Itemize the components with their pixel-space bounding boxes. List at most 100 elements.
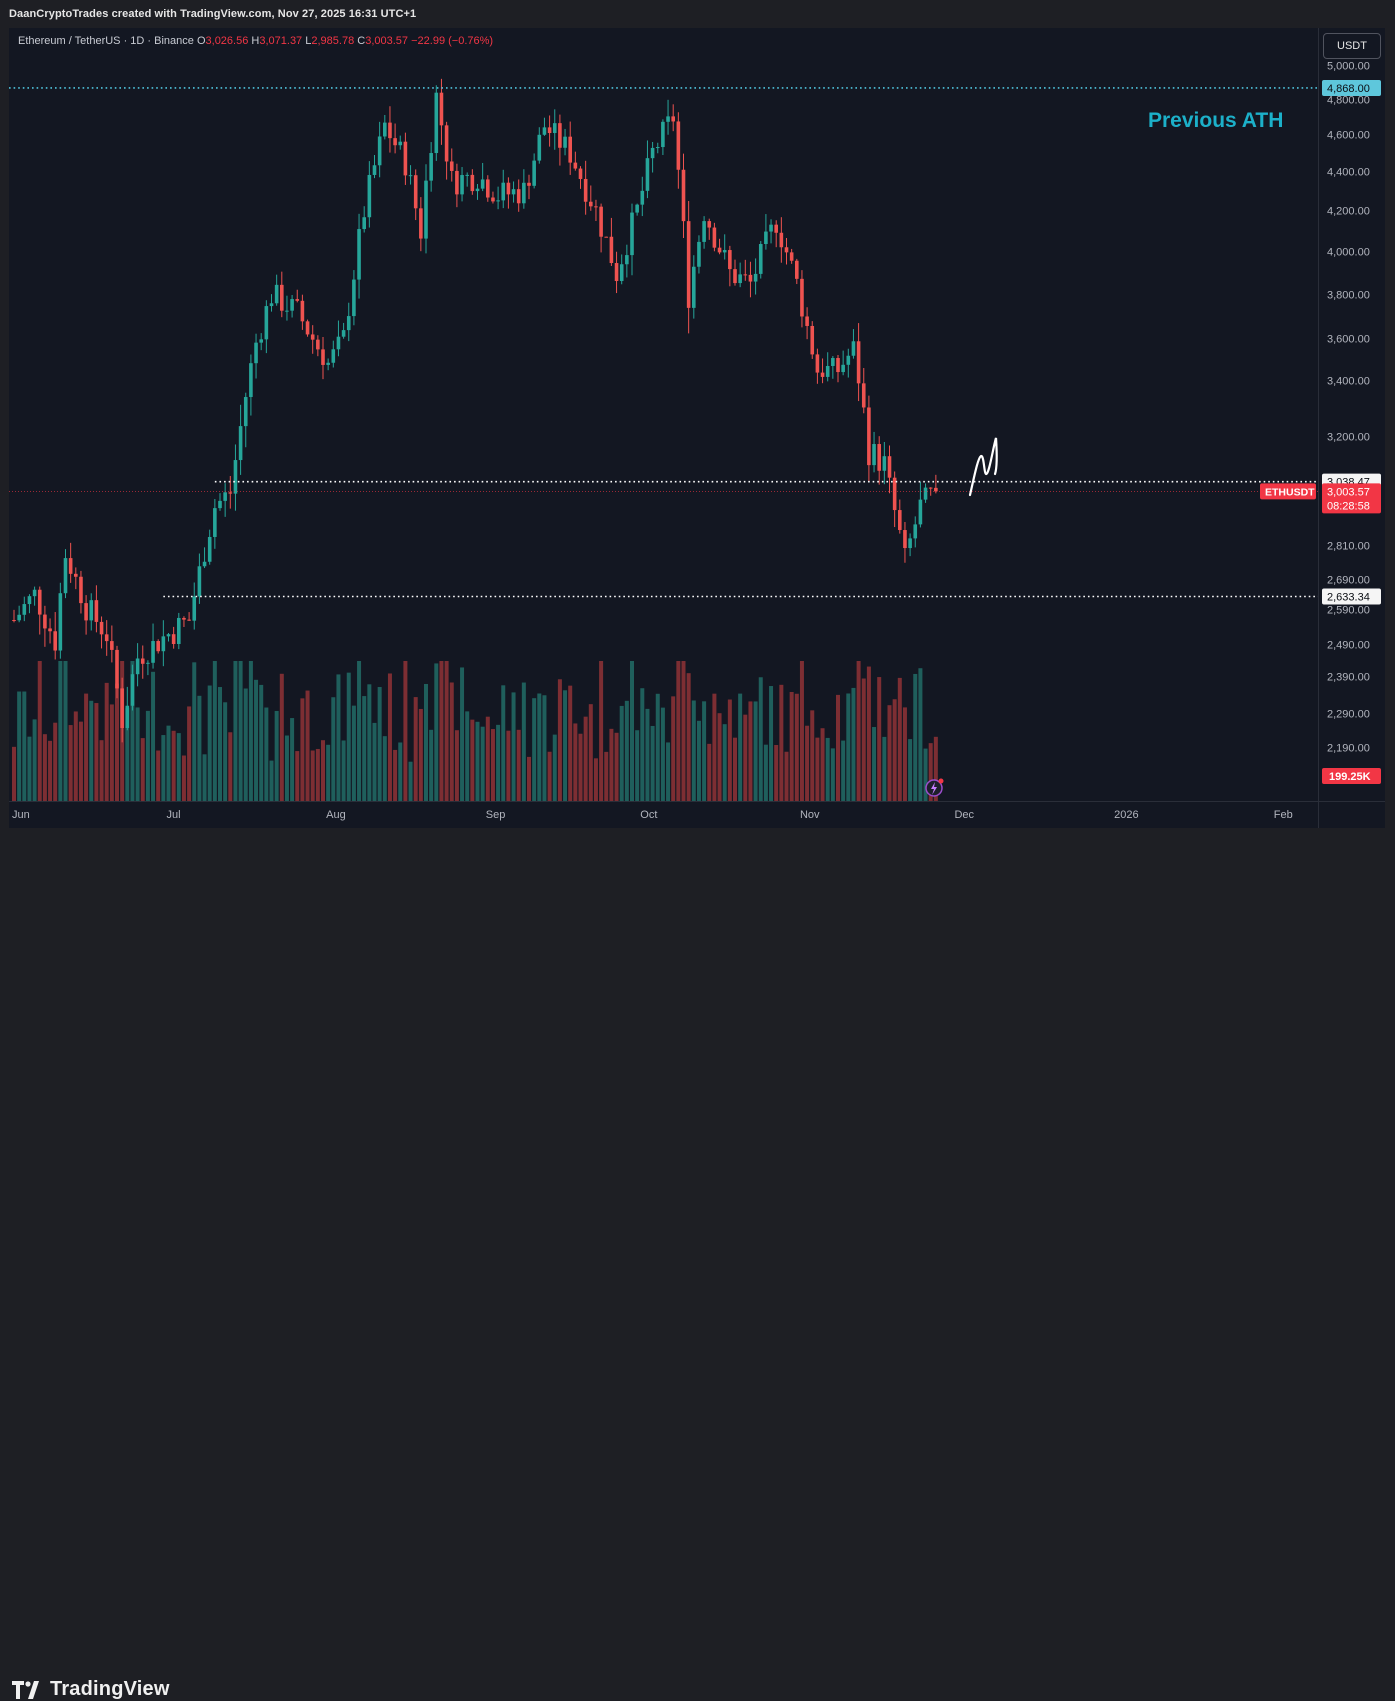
candle-body	[398, 141, 403, 146]
volume-tag-label: 199.25K	[1329, 771, 1371, 783]
candle-body	[444, 125, 449, 162]
volume-bar	[418, 708, 423, 801]
volume-bar	[738, 693, 743, 801]
candle-body	[748, 274, 753, 282]
candle-body	[506, 182, 511, 195]
volume-bar	[145, 710, 150, 801]
price-tick-label: 3,200.00	[1327, 432, 1370, 444]
candle-body	[769, 224, 773, 232]
volume-bar	[696, 720, 701, 801]
symbol-price-tag	[1260, 483, 1316, 500]
candle-body	[887, 456, 892, 478]
candle-body	[115, 649, 119, 689]
price-tick-label: 2,290.00	[1327, 709, 1370, 721]
candle-body	[27, 596, 32, 605]
volume-bar	[475, 721, 480, 801]
volume-bar	[866, 666, 871, 801]
volume-bar	[367, 684, 372, 801]
volume-bar	[897, 677, 902, 801]
volume-bar	[846, 693, 851, 801]
candle-body	[614, 263, 619, 282]
candle-body	[48, 628, 52, 632]
volume-bar	[53, 722, 58, 801]
close-value: 3,003.57	[365, 35, 409, 47]
volume-bar	[151, 671, 156, 801]
volume-bar	[290, 718, 295, 801]
candle-body	[367, 174, 372, 218]
hand-drawn-squiggle	[968, 437, 998, 497]
candle-body	[671, 116, 675, 122]
volume-bar	[315, 748, 320, 801]
volume-bar	[326, 744, 331, 801]
volume-bar	[171, 730, 176, 801]
volume-bar	[702, 701, 707, 801]
price-tick-label: 3,800.00	[1327, 290, 1370, 302]
volume-bar	[73, 711, 78, 801]
countdown-label: 08:28:58	[1327, 500, 1370, 512]
candle-body	[43, 614, 47, 629]
price-tick-label: 3,400.00	[1327, 376, 1370, 388]
volume-bar	[516, 729, 521, 801]
candle-body	[243, 397, 248, 427]
volume-bar	[321, 740, 325, 801]
volume-bar	[588, 704, 593, 801]
candle-body	[84, 603, 88, 621]
candle-body	[753, 273, 758, 282]
candle-body	[290, 299, 294, 311]
volume-bar	[887, 705, 892, 801]
volume-bar	[547, 751, 552, 801]
support-tag-label: 2,633.34	[1327, 591, 1370, 603]
candle-body	[17, 614, 21, 621]
volume-bar	[830, 748, 835, 801]
candle-body	[486, 179, 490, 198]
volume-bar	[346, 672, 351, 801]
volume-bar	[563, 690, 568, 801]
candle-body	[661, 121, 665, 148]
candle-body	[321, 349, 325, 365]
candle-body	[789, 252, 794, 261]
candle-body	[820, 372, 825, 377]
volume-bar	[650, 725, 655, 801]
volume-bar	[681, 661, 686, 801]
volume-bar	[743, 714, 748, 801]
candle-body	[568, 136, 572, 163]
volume-bar	[815, 737, 820, 801]
candle-body	[63, 558, 68, 594]
volume-bar	[413, 697, 418, 801]
candle-body	[280, 284, 284, 311]
volume-bar	[712, 693, 717, 801]
volume-bar	[351, 705, 356, 801]
candle-body	[779, 232, 784, 248]
low-value: 2,985.78	[311, 35, 355, 47]
candle-body	[439, 92, 444, 126]
candle-body	[171, 634, 176, 645]
price-chart[interactable]: 2,190.00 2,290.00 2,390.00 2,490.00 2,590.00…	[9, 28, 1385, 828]
volume-bar	[908, 739, 913, 801]
volume-bar	[12, 746, 16, 801]
volume-bar	[799, 661, 804, 801]
volume-bar	[125, 707, 130, 801]
volume-bar	[78, 721, 83, 801]
symbol-title: Ethereum / TetherUS · 1D · Binance	[18, 35, 194, 47]
volume-bar	[763, 744, 768, 801]
volume-bar	[109, 704, 114, 801]
candle-body	[522, 182, 526, 204]
currency-button[interactable]: USDT	[1323, 33, 1381, 59]
chart-pane[interactable]: 2,190.00 2,290.00 2,390.00 2,490.00 2,590.00…	[9, 28, 1385, 828]
candle-body	[841, 364, 845, 373]
volume-bar	[465, 711, 470, 801]
tradingview-brand[interactable]: TradingView	[12, 1678, 170, 1701]
volume-bar	[17, 691, 22, 801]
candle-body	[583, 178, 588, 202]
volume-bar	[722, 724, 727, 801]
time-tick-label: 2026	[1114, 809, 1138, 821]
candle-body	[712, 227, 717, 248]
volume-bar	[552, 734, 557, 801]
volume-bar	[454, 730, 459, 801]
volume-bar	[825, 737, 830, 801]
candle-body	[774, 224, 778, 233]
candle-body	[903, 530, 907, 549]
candle-body	[516, 189, 521, 204]
lightning-icon	[925, 778, 944, 797]
candle-body	[413, 175, 418, 209]
